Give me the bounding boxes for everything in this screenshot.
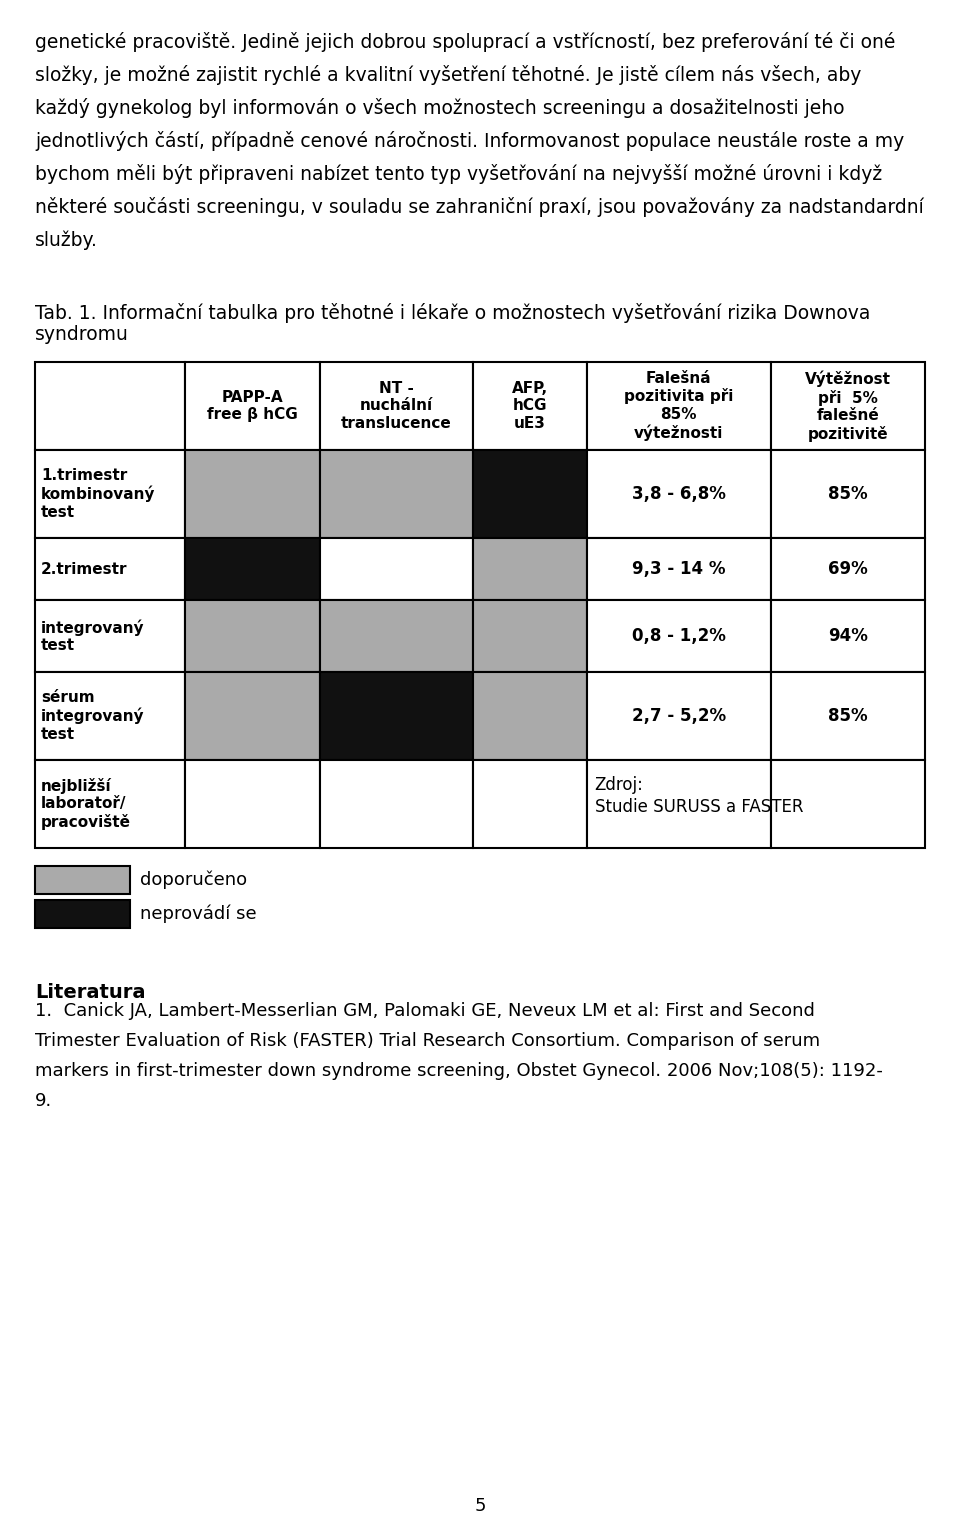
- Bar: [771, 450, 925, 538]
- Text: 85%: 85%: [828, 707, 868, 725]
- Text: nejbližší
laboratoř/
pracoviště: nejbližší laboratoř/ pracoviště: [41, 778, 131, 830]
- Text: složky, je možné zajistit rychlé a kvalitní vyšetření těhotné. Je jistě cílem ná: složky, je možné zajistit rychlé a kvali…: [35, 65, 861, 85]
- Bar: [185, 599, 320, 672]
- Bar: [587, 759, 771, 848]
- Bar: [587, 599, 771, 672]
- Bar: [185, 363, 320, 450]
- Bar: [771, 363, 925, 450]
- Bar: [320, 599, 472, 672]
- Text: některé součásti screeningu, v souladu se zahraniční praxí, jsou považovány za n: některé součásti screeningu, v souladu s…: [35, 197, 924, 217]
- Text: Výtěžnost
při  5%
falešné
pozitivitě: Výtěžnost při 5% falešné pozitivitě: [804, 370, 891, 441]
- Text: Falešná
pozitivita při
85%
výtežnosti: Falešná pozitivita při 85% výtežnosti: [624, 370, 733, 441]
- Bar: [771, 599, 925, 672]
- Text: NT -
nuchální
translucence: NT - nuchální translucence: [341, 381, 451, 430]
- Text: PAPP-A
free β hCG: PAPP-A free β hCG: [207, 390, 298, 423]
- Text: 94%: 94%: [828, 627, 868, 646]
- Bar: [185, 450, 320, 538]
- Text: 69%: 69%: [828, 559, 868, 578]
- Text: markers in first-trimester down syndrome screening, Obstet Gynecol. 2006 Nov;108: markers in first-trimester down syndrome…: [35, 1062, 883, 1081]
- Bar: [185, 672, 320, 759]
- Text: 9,3 - 14 %: 9,3 - 14 %: [632, 559, 726, 578]
- Text: každý gynekolog byl informován o všech možnostech screeningu a dosažitelnosti je: každý gynekolog byl informován o všech m…: [35, 98, 845, 118]
- Text: bychom měli být připraveni nabízet tento typ vyšetřování na nejvyšší možné úrovn: bychom měli být připraveni nabízet tento…: [35, 164, 882, 184]
- Text: 1.trimestr
kombinovaný
test: 1.trimestr kombinovaný test: [41, 469, 156, 520]
- Bar: [35, 901, 130, 928]
- Bar: [472, 538, 587, 599]
- Text: Trimester Evaluation of Risk (FASTER) Trial Research Consortium. Comparison of s: Trimester Evaluation of Risk (FASTER) Tr…: [35, 1031, 820, 1050]
- Text: 9.: 9.: [35, 1091, 52, 1110]
- Bar: [320, 450, 472, 538]
- Bar: [320, 363, 472, 450]
- Bar: [771, 538, 925, 599]
- Bar: [320, 759, 472, 848]
- Bar: [35, 450, 185, 538]
- Bar: [35, 538, 185, 599]
- Bar: [771, 672, 925, 759]
- Bar: [587, 363, 771, 450]
- Text: AFP,
hCG
uE3: AFP, hCG uE3: [512, 381, 548, 430]
- Text: genetické pracoviště. Jedině jejich dobrou spoluprací a vstřícností, bez prefero: genetické pracoviště. Jedině jejich dobr…: [35, 32, 896, 52]
- Text: doporučeno: doporučeno: [140, 871, 247, 890]
- Text: 1.  Canick JA, Lambert-Messerlian GM, Palomaki GE, Neveux LM et al: First and Se: 1. Canick JA, Lambert-Messerlian GM, Pal…: [35, 1002, 815, 1021]
- Text: Zdroj:: Zdroj:: [594, 776, 643, 795]
- Bar: [35, 672, 185, 759]
- Bar: [472, 363, 587, 450]
- Bar: [771, 759, 925, 848]
- Bar: [472, 450, 587, 538]
- Bar: [472, 672, 587, 759]
- Bar: [185, 538, 320, 599]
- Bar: [587, 450, 771, 538]
- Text: 2,7 - 5,2%: 2,7 - 5,2%: [632, 707, 726, 725]
- Bar: [35, 363, 185, 450]
- Bar: [587, 672, 771, 759]
- Text: Tab. 1. Informační tabulka pro těhotné i lékaře o možnostech vyšetřování rizika : Tab. 1. Informační tabulka pro těhotné i…: [35, 303, 871, 323]
- Bar: [472, 599, 587, 672]
- Text: syndromu: syndromu: [35, 324, 129, 344]
- Bar: [587, 538, 771, 599]
- Bar: [35, 865, 130, 895]
- Text: sérum
integrovaný
test: sérum integrovaný test: [41, 690, 145, 742]
- Bar: [185, 759, 320, 848]
- Bar: [35, 599, 185, 672]
- Text: integrovaný
test: integrovaný test: [41, 619, 145, 653]
- Bar: [320, 672, 472, 759]
- Bar: [35, 759, 185, 848]
- Text: 2.trimestr: 2.trimestr: [41, 561, 128, 576]
- Text: 5: 5: [474, 1497, 486, 1515]
- Text: služby.: služby.: [35, 231, 98, 249]
- Text: jednotlivých částí, případně cenové náročnosti. Informovanost populace neustále : jednotlivých částí, případně cenové náro…: [35, 131, 904, 151]
- Text: Literatura: Literatura: [35, 984, 146, 1002]
- Text: neprovádí se: neprovádí se: [140, 905, 256, 924]
- Text: Studie SURUSS a FASTER: Studie SURUSS a FASTER: [594, 798, 804, 816]
- Text: 0,8 - 1,2%: 0,8 - 1,2%: [632, 627, 726, 646]
- Bar: [320, 538, 472, 599]
- Bar: [472, 759, 587, 848]
- Text: 85%: 85%: [828, 486, 868, 503]
- Text: 3,8 - 6,8%: 3,8 - 6,8%: [632, 486, 726, 503]
